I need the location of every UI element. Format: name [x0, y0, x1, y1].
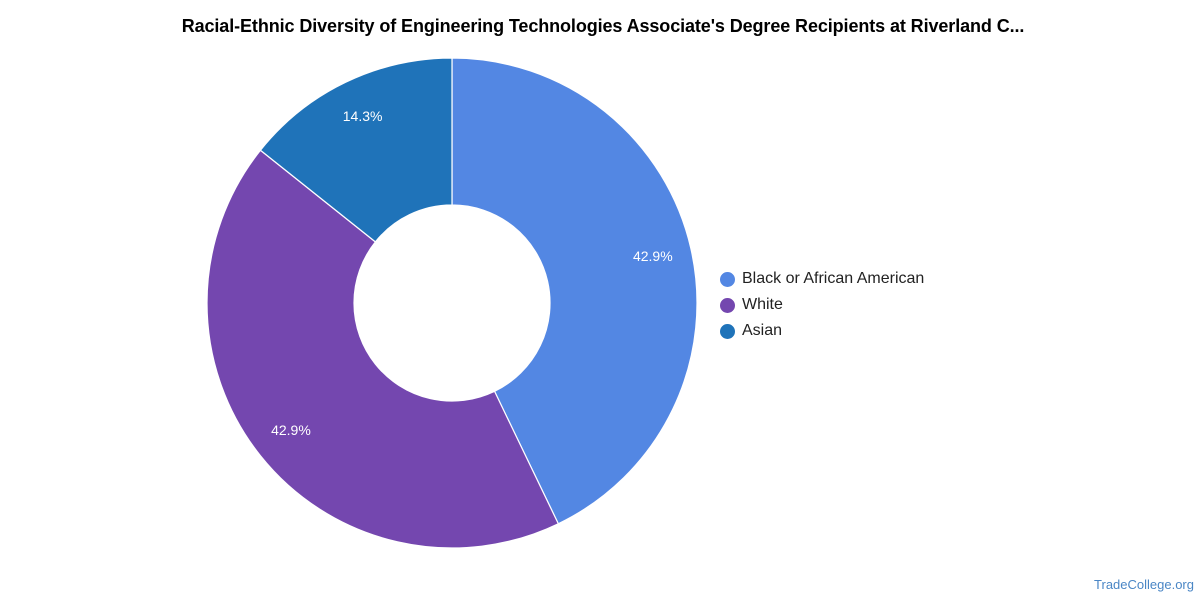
legend-swatch-icon — [720, 271, 735, 287]
source-credit[interactable]: TradeCollege.org — [1094, 577, 1194, 592]
legend-swatch-icon — [720, 297, 735, 313]
slices-group — [206, 57, 698, 549]
slice-value-label: 14.3% — [343, 108, 383, 124]
slice-value-label: 42.9% — [271, 422, 311, 438]
legend-item[interactable]: Asian — [720, 318, 924, 344]
slice-value-label: 42.9% — [633, 248, 673, 264]
slice-labels-group: 42.9% 42.9% 14.3% — [271, 108, 673, 438]
legend-swatch-icon — [720, 323, 735, 339]
chart-title: Racial-Ethnic Diversity of Engineering T… — [181, 16, 1025, 36]
slice-white[interactable] — [206, 149, 560, 549]
slice-black-or-african-american[interactable] — [451, 57, 698, 525]
slice-asian[interactable] — [259, 57, 453, 243]
legend-label: Asian — [742, 322, 783, 339]
legend-label: White — [742, 296, 783, 313]
legend-item[interactable]: White — [720, 292, 924, 318]
legend-label: Black or African American — [742, 270, 925, 287]
legend-item[interactable]: Black or African American — [720, 266, 924, 292]
legend: Black or African American White Asian — [720, 266, 924, 344]
